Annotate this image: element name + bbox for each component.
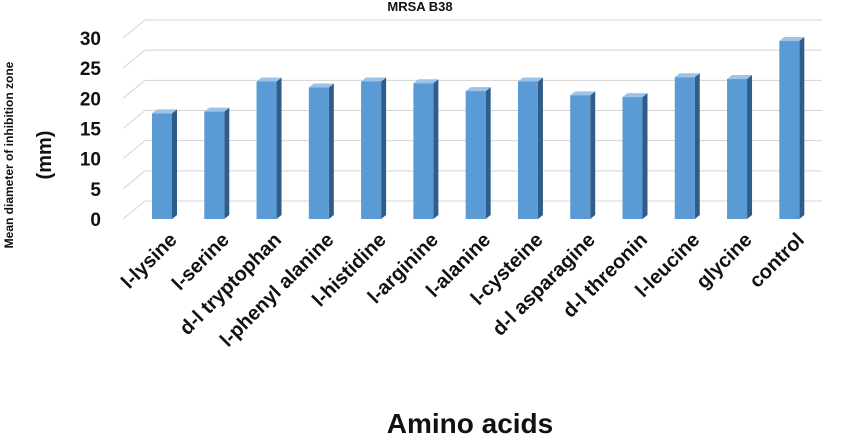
bar [727,75,753,219]
bar [517,77,543,219]
bar-side [642,93,648,219]
bar-top [517,77,543,82]
y-axis-label-line1: Mean diameter of inhibition zone [2,61,16,248]
bar [674,73,700,219]
bar-side [485,87,491,220]
bar [256,77,282,219]
y-tick-label: 15 [80,120,102,141]
bar-side [328,83,334,220]
bar-top [622,93,648,98]
bar-side [694,73,700,219]
bar-top [361,77,387,82]
bar [570,91,596,219]
bar-front [570,95,591,219]
y-tick-label: 0 [90,210,101,231]
bar-side [537,77,543,219]
x-tick-label: glycine [692,229,756,293]
bar-top [413,79,439,84]
bar [204,107,230,219]
y-tick-label: 25 [80,59,102,80]
bar-front [413,83,434,219]
bar-front [727,79,748,219]
bar [779,37,805,220]
gridline [122,19,822,39]
bar-side [224,107,230,219]
bar-side [799,37,805,220]
bar [413,79,439,219]
y-tick-label: 10 [80,150,101,171]
bar-top [256,77,282,82]
bar-front [674,77,695,219]
bars [152,37,805,220]
bar-front [622,97,643,219]
bar-top [727,75,753,80]
bar [465,87,491,220]
chart-title: MRSA B38 [387,0,452,14]
bar-side [172,109,177,219]
bar-front [779,41,800,220]
gridlines [122,19,822,220]
bar-top [204,107,230,112]
bar-top [152,109,177,114]
bar-front [308,87,329,220]
bar-front [256,81,277,219]
bar-front [517,81,538,219]
bar-top [465,87,491,92]
gridline [122,140,822,160]
bar-top [779,37,805,42]
gridline [122,79,822,99]
bar-side [433,79,439,219]
bar-top [308,83,334,88]
bar-front [204,111,225,219]
bar-front [465,91,486,219]
bar-front [152,113,172,219]
y-tick-label: 20 [80,89,101,110]
y-tick-label: 5 [90,180,101,201]
bar-top [674,73,700,78]
bar [361,77,387,219]
x-tick-label: control [745,229,808,292]
gridline [122,200,822,220]
y-tick-label: 30 [80,29,101,50]
bar-top [570,91,596,96]
gridline [122,49,822,69]
y-axis-ticks: 0 5 10 15 20 25 30 [80,29,102,231]
bar [622,93,648,219]
x-axis-label: Amino acids [387,408,553,439]
gridline [122,110,822,129]
bar [308,83,334,220]
bar-side [747,75,753,219]
y-axis-label-line2: (mm) [34,131,56,180]
gridline [122,170,822,190]
bar [152,109,177,219]
bar-side [276,77,282,219]
bar-side [590,91,596,219]
bar-front [361,81,382,219]
bar-side [381,77,387,219]
